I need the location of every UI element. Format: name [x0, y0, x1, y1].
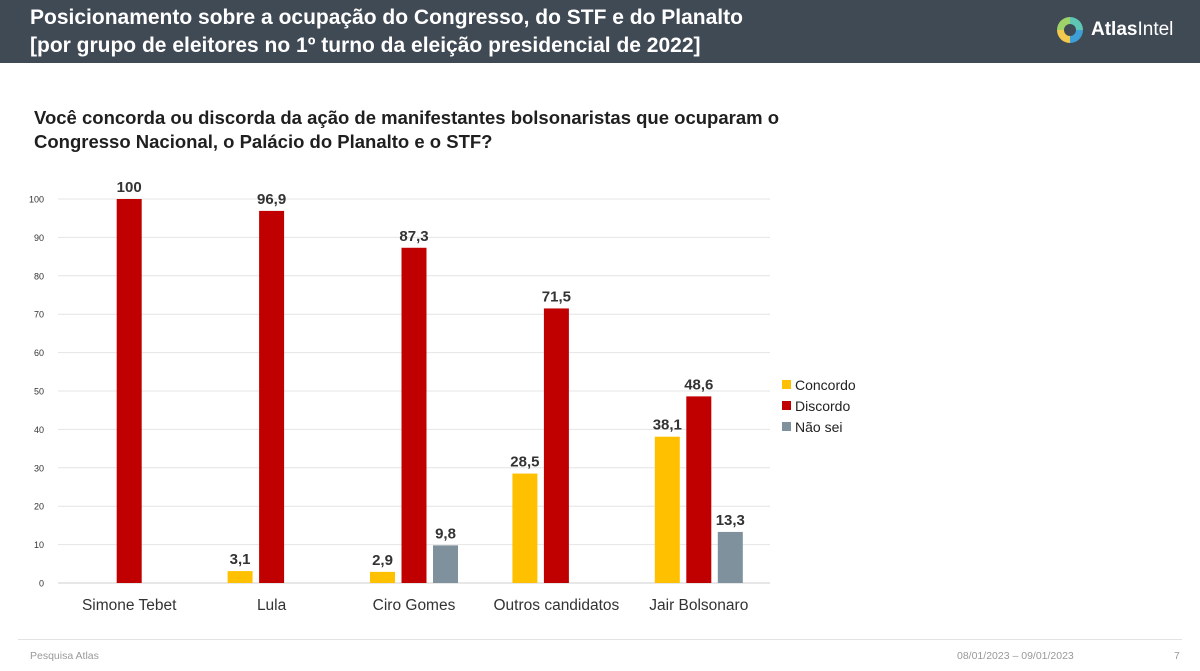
legend-swatch-concordo — [782, 380, 791, 389]
data-label: 13,3 — [716, 512, 745, 529]
brand-name-part2: Intel — [1137, 19, 1174, 40]
chart-legend: Concordo Discordo Não sei — [782, 374, 856, 437]
data-label: 96,9 — [257, 191, 286, 208]
data-label: 100 — [117, 179, 142, 196]
brand-name: AtlasIntel — [1091, 19, 1173, 41]
data-label: 87,3 — [399, 228, 428, 245]
y-tick-label: 0 — [39, 579, 44, 589]
x-category-label: Simone Tebet — [82, 597, 177, 614]
bar — [433, 545, 458, 583]
bar — [512, 473, 538, 583]
header-bar: Posicionamento sobre a ocupação do Congr… — [0, 0, 1200, 63]
bar — [543, 308, 569, 583]
footer-dates: 08/01/2023 – 09/01/2023 — [957, 650, 1074, 662]
x-category-label: Outros candidatos — [494, 597, 620, 614]
legend-label-concordo: Concordo — [795, 376, 856, 393]
data-label: 28,5 — [510, 454, 539, 471]
chart-title: Você concorda ou discorda da ação de man… — [34, 107, 780, 152]
legend-item-concordo: Concordo — [782, 374, 856, 395]
brand-logo: AtlasIntel — [1055, 15, 1173, 45]
legend-item-nao-sei: Não sei — [782, 416, 856, 437]
footer-divider — [18, 639, 1182, 640]
y-tick-label: 60 — [34, 348, 44, 358]
bar — [717, 531, 743, 583]
y-tick-label: 30 — [34, 463, 44, 473]
y-tick-label: 70 — [34, 310, 44, 320]
data-label: 38,1 — [653, 417, 682, 434]
bar — [370, 571, 395, 583]
y-tick-label: 40 — [34, 425, 44, 435]
header-title-line2: [por grupo de eleitores no 1º turno da e… — [30, 34, 701, 57]
y-tick-label: 90 — [34, 233, 44, 243]
bar — [227, 571, 253, 583]
data-label: 48,6 — [684, 376, 713, 393]
data-label: 9,8 — [435, 525, 456, 542]
bar — [686, 396, 712, 583]
header-title-line1: Posicionamento sobre a ocupação do Congr… — [30, 6, 743, 29]
y-tick-label: 20 — [34, 502, 44, 512]
brand-name-part1: Atlas — [1091, 19, 1138, 40]
legend-label-nao-sei: Não sei — [795, 418, 843, 435]
bar — [116, 199, 142, 583]
footer-page-number: 7 — [1174, 650, 1180, 662]
footer-source: Pesquisa Atlas — [30, 650, 99, 662]
data-label: 71,5 — [542, 288, 571, 305]
x-category-label: Ciro Gomes — [373, 597, 456, 614]
data-label: 3,1 — [230, 551, 251, 568]
y-tick-label: 10 — [34, 540, 44, 550]
bar — [401, 247, 427, 583]
legend-swatch-nao-sei — [782, 422, 791, 431]
y-tick-label: 80 — [34, 271, 44, 281]
legend-item-discordo: Discordo — [782, 395, 856, 416]
x-category-label: Lula — [257, 597, 287, 614]
data-label: 2,9 — [372, 552, 393, 569]
atlas-logo-icon — [1057, 17, 1083, 43]
legend-label-discordo: Discordo — [795, 397, 851, 414]
y-tick-label: 100 — [29, 195, 44, 205]
bar — [259, 210, 285, 584]
bar — [654, 436, 680, 583]
legend-swatch-discordo — [782, 401, 791, 410]
x-category-label: Jair Bolsonaro — [649, 597, 748, 614]
y-tick-label: 50 — [34, 387, 44, 397]
